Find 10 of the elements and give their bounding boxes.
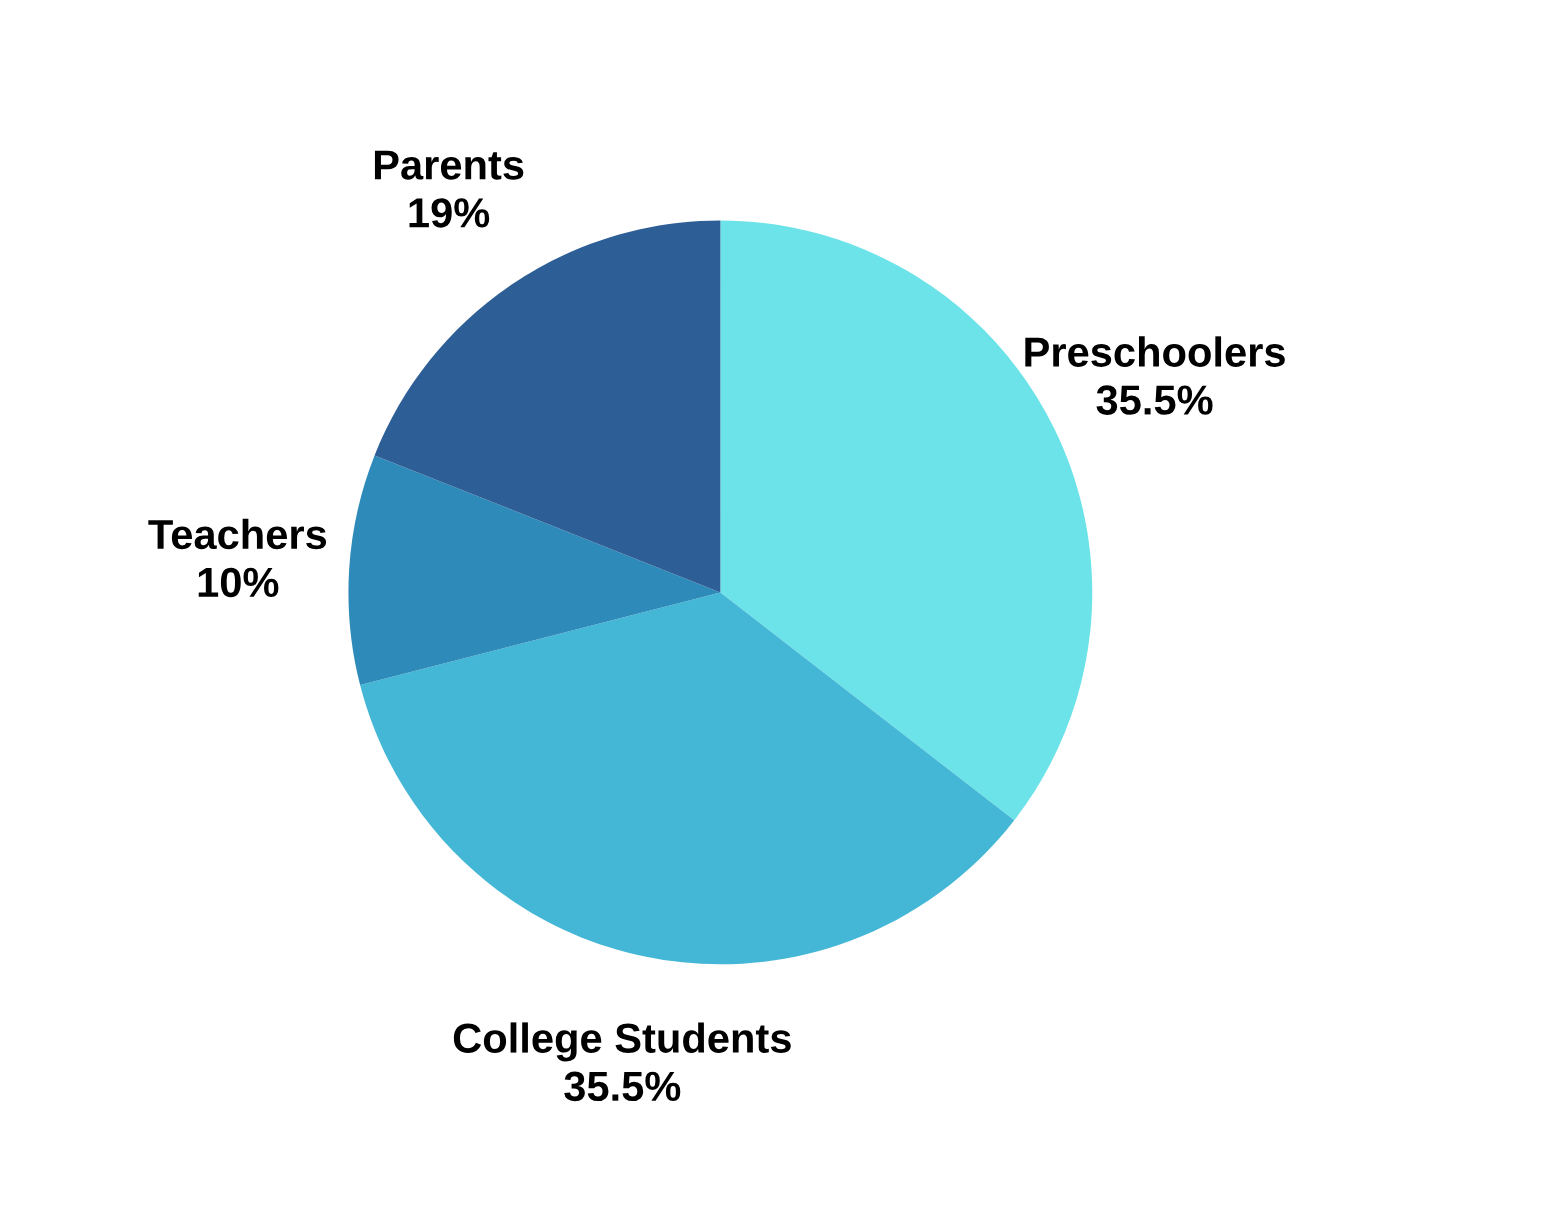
slice-label: College Students bbox=[453, 1022, 791, 1062]
data-label: 10% bbox=[198, 567, 279, 598]
pie-slice bbox=[348, 455, 721, 685]
data-label: 35.5% bbox=[564, 1071, 681, 1102]
slice-label: Parents bbox=[374, 150, 524, 180]
slice-label: Teachers bbox=[148, 518, 327, 550]
slice-label: Preschoolers bbox=[1025, 336, 1285, 367]
pie-slice bbox=[360, 592, 1015, 965]
data-label: 19% bbox=[409, 198, 490, 228]
data-label: 35.5% bbox=[1096, 385, 1213, 415]
